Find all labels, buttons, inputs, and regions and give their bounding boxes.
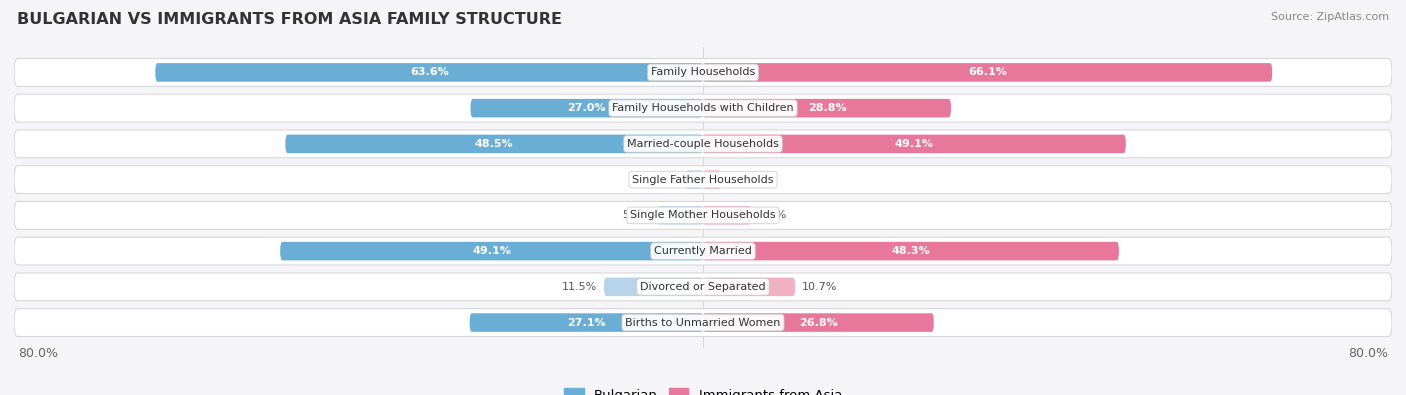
FancyBboxPatch shape [14, 201, 1392, 229]
Text: 27.1%: 27.1% [567, 318, 606, 327]
Text: 2.1%: 2.1% [728, 175, 756, 184]
Text: Source: ZipAtlas.com: Source: ZipAtlas.com [1271, 12, 1389, 22]
FancyBboxPatch shape [658, 206, 703, 225]
Text: BULGARIAN VS IMMIGRANTS FROM ASIA FAMILY STRUCTURE: BULGARIAN VS IMMIGRANTS FROM ASIA FAMILY… [17, 12, 562, 27]
FancyBboxPatch shape [14, 273, 1392, 301]
Text: Family Households: Family Households [651, 68, 755, 77]
FancyBboxPatch shape [686, 170, 703, 189]
FancyBboxPatch shape [14, 237, 1392, 265]
Text: Divorced or Separated: Divorced or Separated [640, 282, 766, 292]
Text: 66.1%: 66.1% [969, 68, 1007, 77]
FancyBboxPatch shape [703, 313, 934, 332]
FancyBboxPatch shape [703, 135, 1126, 153]
FancyBboxPatch shape [471, 99, 703, 117]
FancyBboxPatch shape [285, 135, 703, 153]
FancyBboxPatch shape [470, 313, 703, 332]
Text: 27.0%: 27.0% [568, 103, 606, 113]
FancyBboxPatch shape [703, 242, 1119, 260]
FancyBboxPatch shape [14, 166, 1392, 194]
Text: Births to Unmarried Women: Births to Unmarried Women [626, 318, 780, 327]
Text: Family Households with Children: Family Households with Children [612, 103, 794, 113]
FancyBboxPatch shape [14, 58, 1392, 87]
Text: 49.1%: 49.1% [896, 139, 934, 149]
Text: 48.5%: 48.5% [475, 139, 513, 149]
Text: 49.1%: 49.1% [472, 246, 510, 256]
Legend: Bulgarian, Immigrants from Asia: Bulgarian, Immigrants from Asia [558, 383, 848, 395]
Text: 28.8%: 28.8% [807, 103, 846, 113]
Text: 26.8%: 26.8% [799, 318, 838, 327]
Text: 80.0%: 80.0% [1347, 347, 1388, 360]
Text: Married-couple Households: Married-couple Households [627, 139, 779, 149]
FancyBboxPatch shape [703, 99, 950, 117]
FancyBboxPatch shape [280, 242, 703, 260]
FancyBboxPatch shape [605, 278, 703, 296]
Text: 10.7%: 10.7% [801, 282, 838, 292]
FancyBboxPatch shape [155, 63, 703, 82]
Text: 80.0%: 80.0% [18, 347, 59, 360]
Text: 5.6%: 5.6% [758, 211, 786, 220]
Text: 48.3%: 48.3% [891, 246, 931, 256]
FancyBboxPatch shape [703, 170, 721, 189]
Text: Single Mother Households: Single Mother Households [630, 211, 776, 220]
FancyBboxPatch shape [703, 63, 1272, 82]
Text: 11.5%: 11.5% [562, 282, 598, 292]
FancyBboxPatch shape [14, 94, 1392, 122]
FancyBboxPatch shape [14, 130, 1392, 158]
FancyBboxPatch shape [14, 308, 1392, 337]
Text: 5.3%: 5.3% [623, 211, 651, 220]
Text: Single Father Households: Single Father Households [633, 175, 773, 184]
FancyBboxPatch shape [703, 206, 751, 225]
Text: 2.0%: 2.0% [651, 175, 679, 184]
FancyBboxPatch shape [703, 278, 796, 296]
Text: 63.6%: 63.6% [409, 68, 449, 77]
Text: Currently Married: Currently Married [654, 246, 752, 256]
